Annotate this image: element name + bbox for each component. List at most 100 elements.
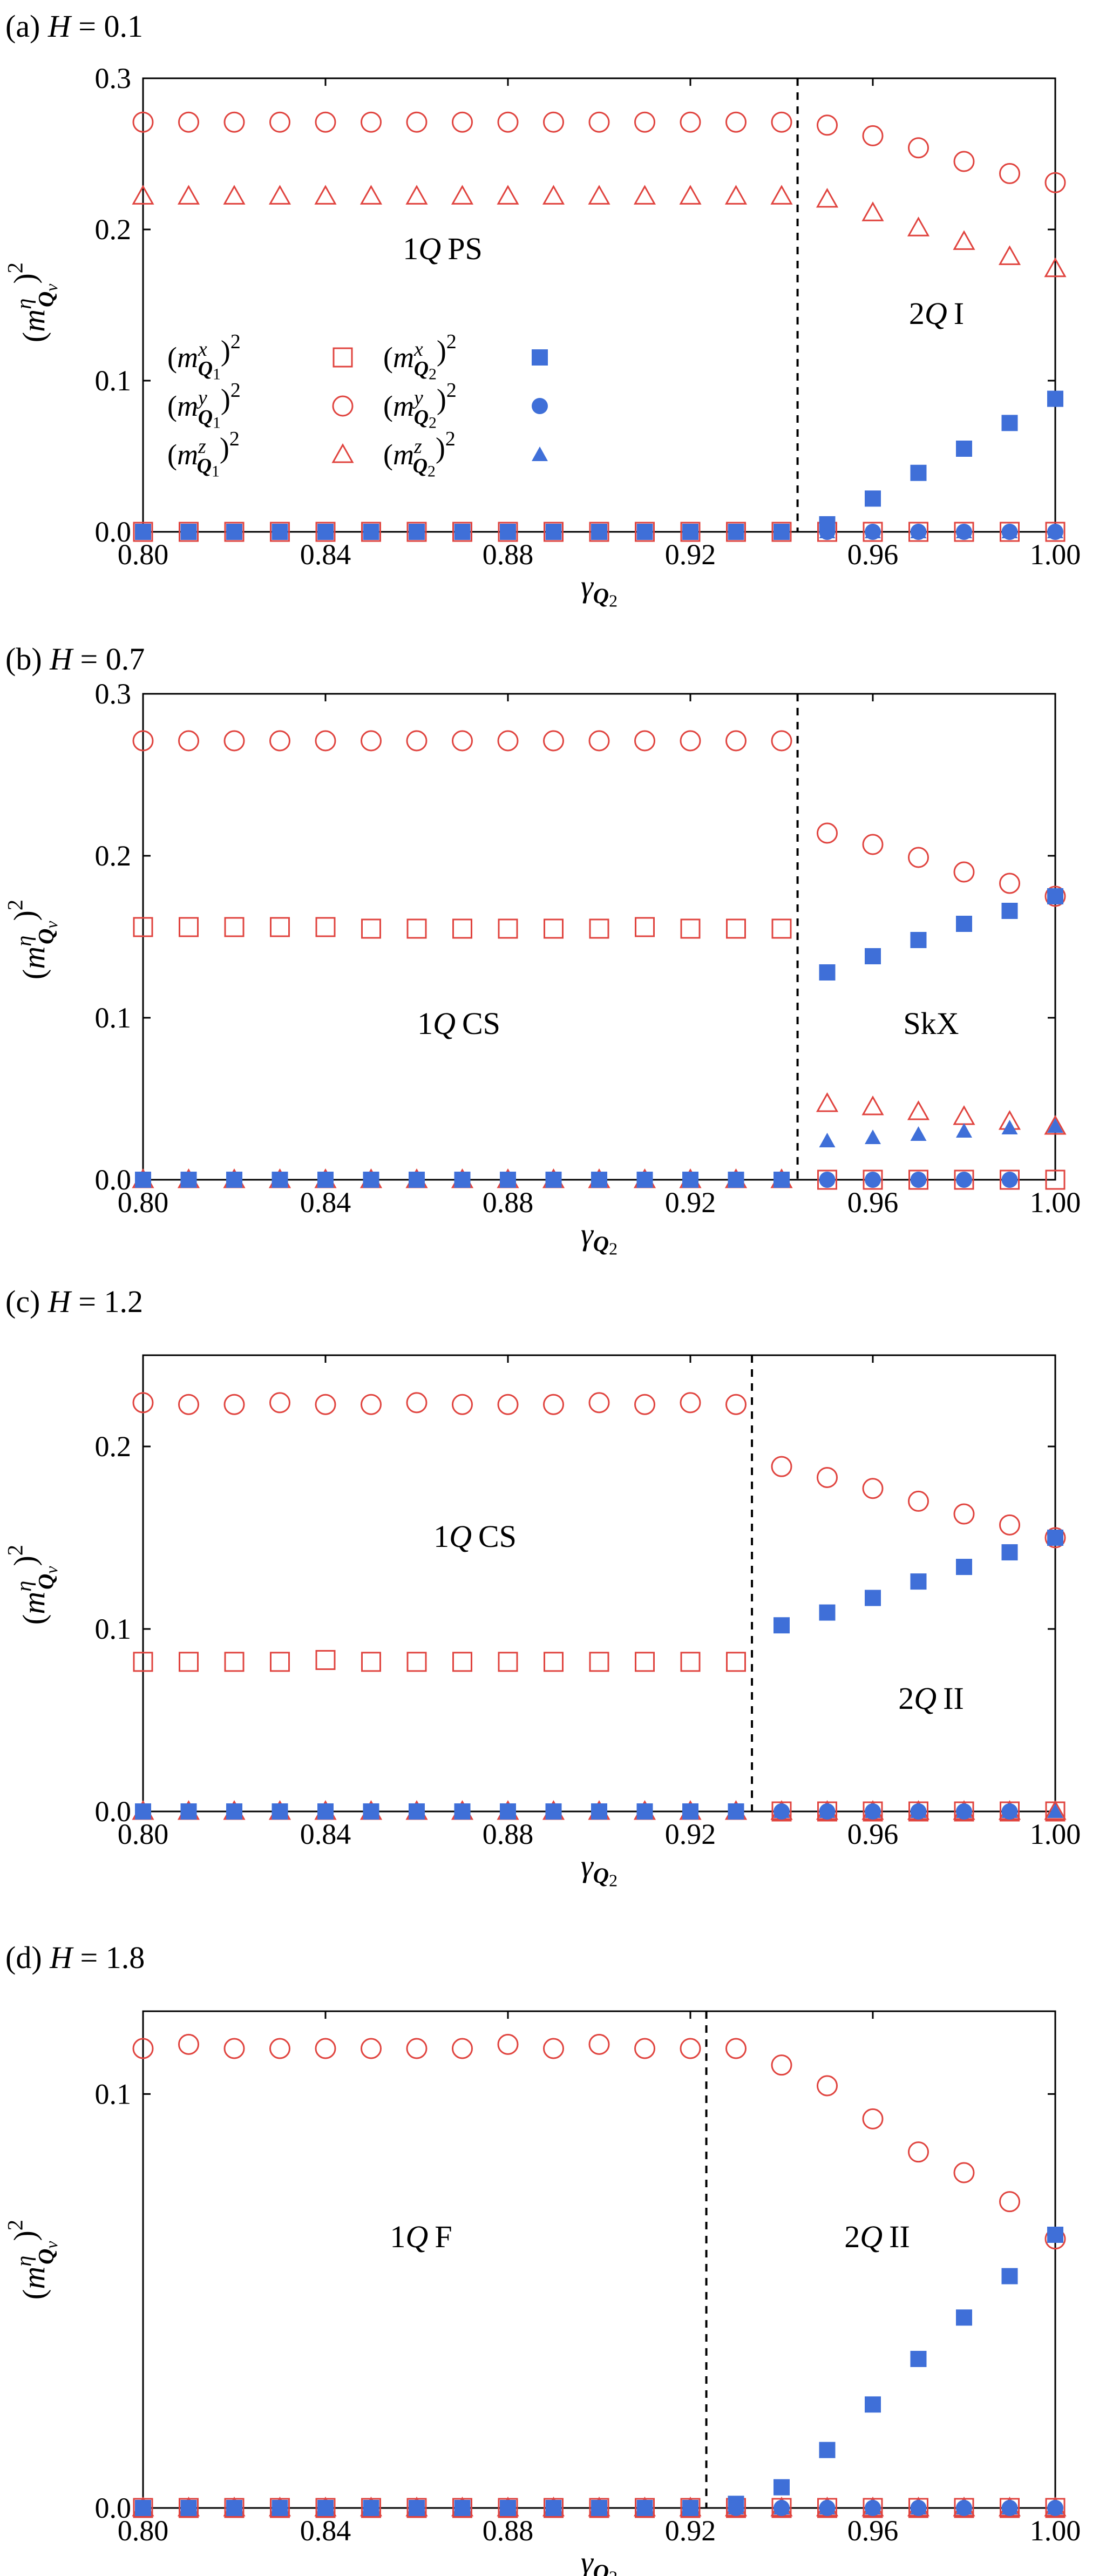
data-point-triangle-filled	[363, 524, 379, 538]
data-point-square-open	[726, 918, 746, 939]
series-circle-open	[132, 111, 1066, 193]
data-point-square-open	[544, 522, 564, 542]
data-point-circle-open	[908, 2141, 929, 2163]
data-point-triangle-filled	[317, 524, 334, 538]
data-point-square-filled	[1001, 1544, 1018, 1561]
x-axis-label: γQ2	[581, 2545, 618, 2576]
data-point-triangle-filled	[1047, 1118, 1063, 1133]
data-point-circle-open	[497, 111, 519, 133]
data-point-square-open	[224, 1652, 245, 1672]
data-point-triangle-filled	[454, 2500, 471, 2514]
data-point-square-filled	[956, 2309, 972, 2326]
region-label-1: SkX	[903, 1006, 959, 1041]
data-point-triangle-filled	[1001, 1120, 1018, 1134]
data-point-square-filled	[956, 916, 972, 932]
data-point-circle-open	[1044, 885, 1066, 907]
data-point-triangle-filled	[272, 2500, 288, 2514]
data-point-triangle-filled	[682, 524, 698, 538]
region-label-0: 1Q CS	[417, 1006, 500, 1041]
data-point-circle-open	[132, 730, 154, 752]
region-label-1: 2Q II	[844, 2219, 910, 2254]
data-point-triangle-filled	[409, 2500, 425, 2514]
x-tick-label: 1.00	[1030, 2514, 1081, 2547]
data-point-square-open	[498, 918, 518, 939]
data-point-circle-open	[771, 730, 792, 752]
data-point-square-filled	[773, 1617, 790, 1634]
legend-marker-square-open	[333, 347, 353, 368]
x-axis-label: γQ2	[581, 569, 618, 611]
data-point-triangle-filled	[773, 1803, 790, 1818]
y-tick-label: 0.2	[95, 840, 132, 872]
data-point-square-open	[270, 1652, 290, 1672]
x-tick-label: 0.96	[847, 2514, 899, 2547]
data-point-circle-filled	[956, 1172, 972, 1188]
data-point-triangle-filled	[591, 1172, 607, 1186]
data-point-circle-open	[361, 730, 382, 752]
data-point-circle-open	[862, 2108, 884, 2129]
data-point-square-open	[361, 1652, 381, 1672]
data-point-square-filled	[865, 490, 881, 507]
x-tick-label: 1.00	[1030, 1186, 1081, 1219]
data-point-circle-open	[361, 2038, 382, 2059]
series-triangle-open	[132, 185, 1067, 278]
data-point-square-open	[680, 918, 701, 939]
data-point-square-filled	[1047, 390, 1063, 407]
data-point-square-open	[179, 917, 199, 937]
data-point-square-open	[863, 1169, 883, 1190]
data-point-triangle-filled	[409, 1172, 425, 1186]
data-point-circle-open	[771, 111, 792, 133]
data-point-circle-open	[953, 151, 975, 172]
data-point-square-filled	[910, 2351, 927, 2367]
data-point-circle-open	[269, 1392, 290, 1414]
data-point-triangle-filled	[591, 2500, 607, 2514]
data-point-square-filled	[865, 2396, 881, 2413]
data-point-circle-open	[452, 1394, 473, 1415]
legend: (mx Q1)2 (mx Q2)2 (my Q1)2 (my Q2)2 (mz Q1)2 (mz Q2…	[167, 330, 548, 481]
x-tick-label: 0.84	[300, 538, 351, 571]
data-point-circle-open	[999, 873, 1020, 894]
data-point-square-open	[1045, 1169, 1066, 1190]
series-circle-filled	[135, 1530, 1063, 1820]
region-label-0: 1Q CS	[433, 1519, 517, 1554]
x-tick-label: 0.84	[300, 2514, 351, 2547]
data-point-triangle-open	[907, 1100, 930, 1120]
data-point-circle-open	[680, 730, 701, 752]
data-point-triangle-open	[177, 185, 200, 205]
data-point-circle-open	[178, 730, 199, 752]
data-point-triangle-filled	[317, 1172, 334, 1186]
data-point-square-open	[270, 917, 290, 937]
panel-label: (b) H = 0.7	[5, 641, 145, 677]
x-tick-label: 0.88	[483, 1186, 534, 1219]
data-point-triangle-filled	[819, 1133, 836, 1147]
data-point-triangle-filled	[773, 1172, 790, 1186]
x-tick-label: 0.92	[665, 1818, 716, 1850]
data-point-circle-open	[680, 111, 701, 133]
data-point-triangle-filled	[682, 1172, 698, 1186]
series-square-filled	[135, 2227, 1063, 2516]
data-point-square-filled	[910, 932, 927, 948]
data-point-triangle-filled	[363, 2500, 379, 2514]
data-point-triangle-filled	[135, 524, 151, 538]
data-point-square-open	[1000, 522, 1020, 542]
x-tick-label: 0.96	[847, 1186, 899, 1219]
x-tick-label: 0.88	[483, 1818, 534, 1850]
data-point-triangle-filled	[636, 1803, 653, 1818]
data-point-triangle-filled	[545, 1172, 562, 1186]
data-point-circle-open	[588, 111, 610, 133]
x-tick-label: 0.92	[665, 2514, 716, 2547]
data-point-circle-open	[680, 2038, 701, 2059]
y-tick-label: 0.1	[95, 2078, 132, 2110]
y-tick-label: 0.1	[95, 1613, 132, 1645]
data-point-square-open	[589, 522, 609, 542]
data-point-circle-open	[223, 2038, 245, 2059]
data-point-triangle-filled	[226, 1803, 242, 1818]
x-tick-label: 0.88	[483, 538, 534, 571]
data-point-triangle-open	[497, 185, 519, 205]
x-tick-label: 0.80	[118, 538, 169, 571]
data-point-triangle-filled	[910, 524, 927, 538]
data-point-circle-open	[817, 114, 838, 136]
y-tick-label: 0.2	[95, 213, 132, 246]
data-point-square-filled	[1001, 2268, 1018, 2284]
